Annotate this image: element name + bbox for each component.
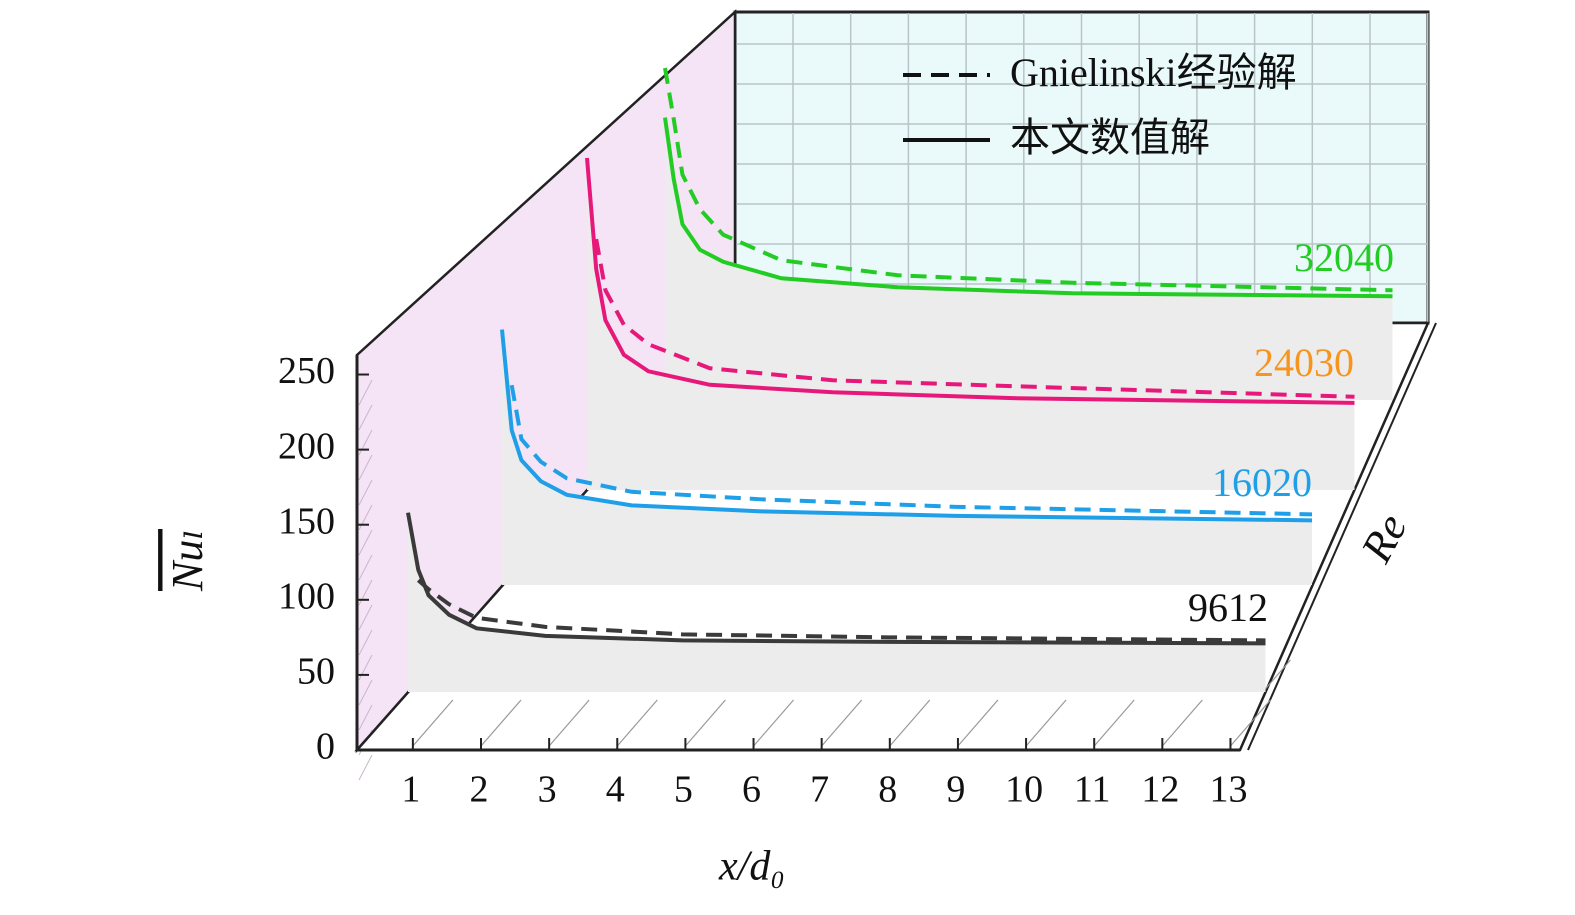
x-tick-label: 8 <box>878 769 897 811</box>
back-grid <box>736 13 1429 322</box>
x-tick-label: 4 <box>606 769 625 811</box>
x-tick-label: 2 <box>470 769 489 811</box>
y-tick-label: 100 <box>278 576 335 618</box>
series-label: 32040 <box>1294 235 1394 280</box>
x-tick-label: 7 <box>810 769 829 811</box>
plane-fill <box>587 158 1355 491</box>
x-tick-label: 10 <box>1005 769 1043 811</box>
y-tick-label: 250 <box>278 350 335 392</box>
x-tick-label: 13 <box>1209 769 1247 811</box>
plane-fill <box>665 117 1393 401</box>
y-tick-label: 50 <box>297 651 335 693</box>
legend-label: Gnielinski经验解 <box>1010 50 1297 95</box>
numerical-line <box>406 512 1266 646</box>
floor-edge <box>1247 322 1437 751</box>
y-tick-label: 200 <box>278 425 335 467</box>
numerical-line <box>663 117 1393 299</box>
gnielinski-line <box>663 67 1393 293</box>
x-tick-label: 9 <box>946 769 965 811</box>
plane-fill <box>408 512 1266 692</box>
x-axis-label: x/d₀ <box>718 844 785 890</box>
plane-fill <box>502 329 1312 585</box>
z-axis-label: Re <box>1351 506 1417 571</box>
x-tick-label: 1 <box>401 769 420 811</box>
x-tick-label: 5 <box>674 769 693 811</box>
gnielinski-line <box>416 578 1266 643</box>
y-tick-label: 0 <box>316 726 335 768</box>
y-axis-label: Nuₗ <box>163 529 212 592</box>
x-tick-label: 11 <box>1074 769 1111 811</box>
x-tick-label: 3 <box>538 769 557 811</box>
numerical-line <box>585 157 1355 405</box>
legend-label: 本文数值解 <box>1010 115 1210 160</box>
gnielinski-line <box>509 384 1313 517</box>
x-tick-label: 6 <box>742 769 761 811</box>
series-label: 9612 <box>1188 585 1268 630</box>
series-label: 24030 <box>1254 340 1354 385</box>
numerical-line <box>500 329 1313 523</box>
y-tick-label: 150 <box>278 500 335 542</box>
x-tick-label: 12 <box>1141 769 1179 811</box>
gnielinski-line <box>594 238 1355 399</box>
series-label: 16020 <box>1212 460 1312 505</box>
